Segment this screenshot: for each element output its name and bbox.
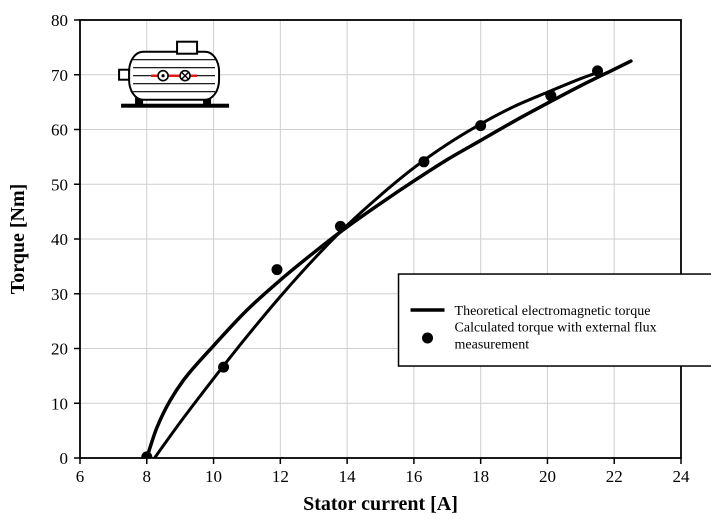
- y-tick-label: 60: [51, 121, 68, 140]
- x-tick-label: 14: [339, 467, 357, 486]
- x-axis-label: Stator current [A]: [303, 493, 458, 515]
- series-flux-marker: [218, 362, 229, 373]
- y-tick-label: 40: [51, 230, 68, 249]
- series-flux-marker: [418, 156, 429, 167]
- x-tick-label: 18: [472, 467, 489, 486]
- y-tick-label: 0: [60, 449, 69, 468]
- x-tick-label: 20: [539, 467, 556, 486]
- legend: Theoretical electromagnetic torqueCalcul…: [399, 274, 711, 366]
- y-axis-label: Torque [Nm]: [7, 184, 29, 295]
- y-tick-label: 50: [51, 175, 68, 194]
- y-tick-label: 20: [51, 340, 68, 359]
- x-tick-label: 6: [76, 467, 85, 486]
- series-flux-marker: [592, 65, 603, 76]
- chart-container: 6 8 10 12 14 16 18 20 22 24 0 10 20 30 40 50 60 70 80 Stato…: [0, 0, 711, 528]
- x-tick-label: 8: [143, 467, 152, 486]
- series-flux-marker: [335, 221, 346, 232]
- x-tick-label: 22: [606, 467, 623, 486]
- series-flux-marker: [271, 264, 282, 275]
- series-flux-marker: [475, 120, 486, 131]
- y-tick-label: 10: [51, 394, 68, 413]
- x-tick-label: 24: [673, 467, 691, 486]
- y-tick-label: 80: [51, 11, 68, 30]
- x-tick-label: 10: [205, 467, 222, 486]
- y-tick-label: 30: [51, 285, 68, 304]
- x-tick-label: 16: [405, 467, 422, 486]
- torque-vs-current-chart: 6 8 10 12 14 16 18 20 22 24 0 10 20 30 40 50 60 70 80 Stato…: [0, 0, 711, 528]
- legend-item-label: Theoretical electromagnetic torque: [455, 304, 651, 319]
- series-flux-marker: [545, 90, 556, 101]
- x-tick-label: 12: [272, 467, 289, 486]
- y-tick-label: 70: [51, 66, 68, 85]
